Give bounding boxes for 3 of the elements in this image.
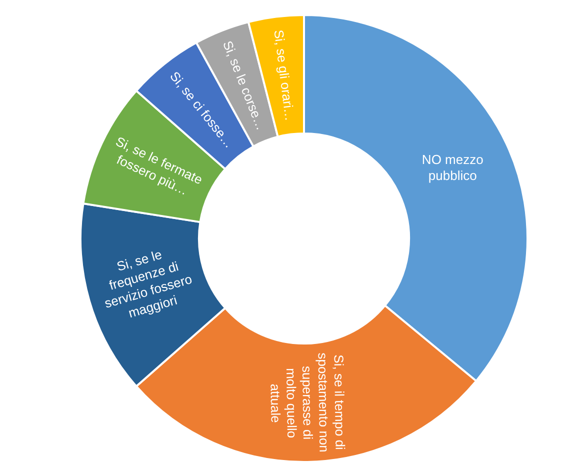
slice-label: Si, se il tempo di spostamento non superasse di molto quello attuale: [268, 352, 348, 452]
slice-label: NO mezzo pubblico: [422, 152, 484, 184]
slice-label: Si, se gli orari…: [271, 29, 298, 122]
